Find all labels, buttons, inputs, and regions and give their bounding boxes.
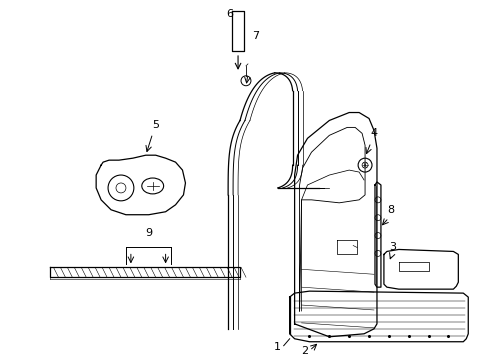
Text: 2: 2 bbox=[300, 346, 307, 356]
Text: 3: 3 bbox=[388, 243, 395, 252]
Text: 8: 8 bbox=[386, 205, 393, 215]
Text: 1: 1 bbox=[274, 342, 281, 352]
Text: 5: 5 bbox=[152, 120, 159, 130]
Text: 9: 9 bbox=[145, 228, 152, 238]
Text: 6: 6 bbox=[226, 9, 233, 19]
Text: 4: 4 bbox=[370, 128, 377, 138]
Text: 7: 7 bbox=[251, 31, 259, 41]
